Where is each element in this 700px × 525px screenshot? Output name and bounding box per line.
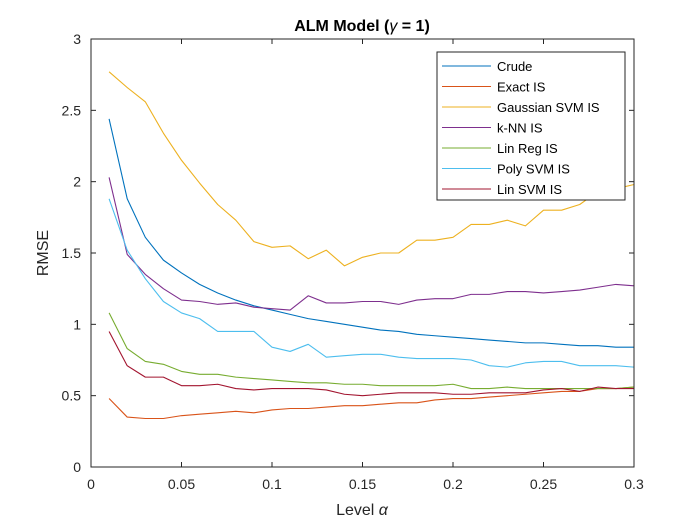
series-line-crude xyxy=(108,118,634,348)
series-line-lin-svm-is xyxy=(108,331,634,397)
series-line-poly-svm-is xyxy=(108,198,635,368)
legend: Crude Exact IS Gaussian SVM IS k-NN IS Lin R… xyxy=(436,51,626,201)
y-axis-label: RMSE xyxy=(35,230,52,276)
x-tick-label: 0.1 xyxy=(262,476,282,492)
legend-label-lin-reg-is: Lin Reg IS xyxy=(497,141,558,156)
chart-title: ALM Model (γ = 1) xyxy=(294,18,430,35)
x-tick-label: 0.05 xyxy=(168,476,195,492)
series-line-gaussian-svm-is xyxy=(108,71,635,267)
y-tick-label: 2.5 xyxy=(62,102,82,118)
x-tick-label: 0.2 xyxy=(443,476,463,492)
axis-ticks: 0 0.05 0.1 0.15 0.2 0.25 0.3 0 0.5 1 1.5 2 2.5 3 xyxy=(62,31,644,492)
x-tick-label: 0.3 xyxy=(624,476,644,492)
x-tick-label: 0.25 xyxy=(530,476,557,492)
y-tick-label: 2 xyxy=(73,174,81,190)
y-tick-label: 3 xyxy=(73,31,81,47)
series-line-lin-reg-is xyxy=(108,312,635,390)
y-tick-label: 0.5 xyxy=(62,388,82,404)
series-line-exact-is xyxy=(108,386,635,420)
series-lines xyxy=(108,71,635,420)
legend-label-lin-svm-is: Lin SVM IS xyxy=(497,182,562,197)
y-tick-label: 1.5 xyxy=(62,245,82,261)
y-tick-label: 0 xyxy=(73,459,81,475)
x-tick-label: 0.15 xyxy=(349,476,376,492)
legend-label-crude: Crude xyxy=(497,59,532,74)
legend-label-poly-svm-is: Poly SVM IS xyxy=(497,162,570,177)
x-tick-label: 0 xyxy=(87,476,95,492)
x-axis-label: Level α xyxy=(336,502,389,519)
series-line-k-nn-is xyxy=(108,177,635,311)
legend-label-exact-is: Exact IS xyxy=(497,80,546,95)
axes-box xyxy=(90,38,635,468)
legend-label-k-nn-is: k-NN IS xyxy=(497,121,543,136)
y-tick-label: 1 xyxy=(73,316,81,332)
legend-label-gaussian-svm-is: Gaussian SVM IS xyxy=(497,100,600,115)
legend-box xyxy=(436,51,626,201)
